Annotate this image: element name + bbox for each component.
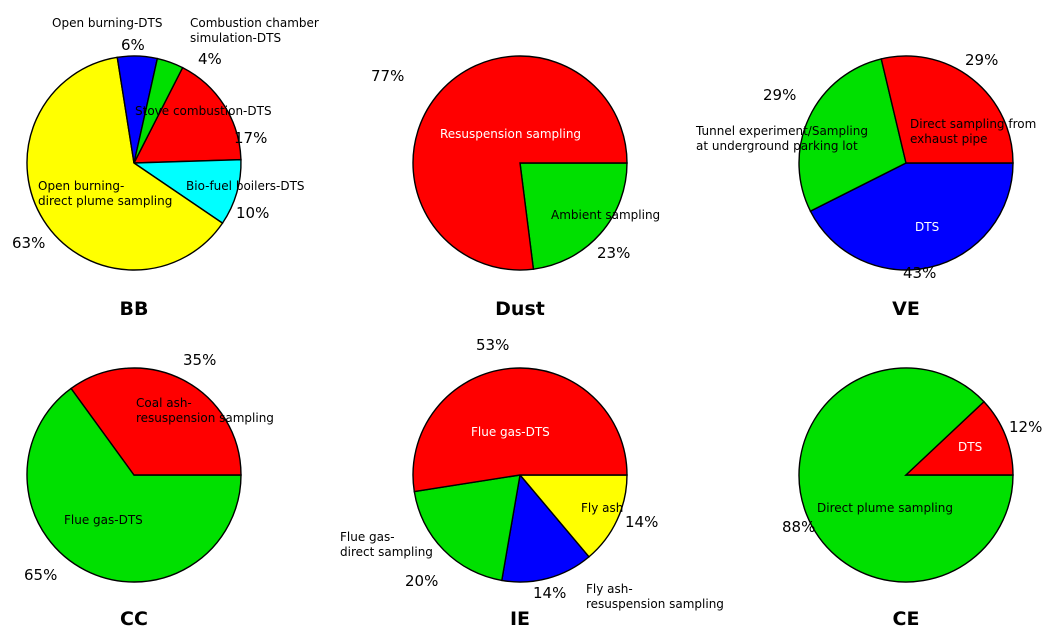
pct-label-ie-flue-gas-direct-sampling: 20%	[405, 572, 438, 590]
chart-title-dust: Dust	[495, 298, 545, 320]
slice-label-ie-flue-gas-direct-sampling: Flue gas-direct sampling	[340, 530, 433, 559]
pie-ce: Direct plume sampling DTS 88% 12% CE	[782, 367, 1042, 629]
pct-label-ie-fly-ash: 14%	[625, 513, 658, 531]
chart-title-bb: BB	[120, 298, 149, 320]
chart-title-ve: VE	[892, 298, 920, 320]
pie-slice-ce-dts	[904, 400, 1014, 476]
chart-title-cc: CC	[120, 608, 148, 629]
pct-label-ie-flue-gas-dts: 53%	[476, 336, 509, 354]
slice-label-cc-flue-gas-dts: Flue gas-DTS	[64, 513, 143, 527]
slice-label-ce-dts: DTS	[958, 440, 982, 454]
pie-slice-bb-stove-combustion-dts	[132, 66, 242, 164]
slice-label-ve-tunnel-experiment-sampling-at-underground-parking-lot: Tunnel experiment/Sampling at underground…	[695, 124, 868, 153]
pie-slice-ie-fly-ash-resuspension-sampling	[500, 473, 590, 583]
slice-label-bb-bio-fuel-boilers-dts: Bio-fuel boilers-DTS	[186, 179, 305, 193]
pct-label-ve-direct-sampling-from-exhaust-pipe: 29%	[965, 51, 998, 69]
pct-label-ce-direct-plume-sampling: 88%	[782, 518, 815, 536]
pie-slice-ie-flue-gas-direct-sampling	[413, 474, 521, 582]
slice-label-ie-flue-gas-dts: Flue gas-DTS	[471, 425, 550, 439]
slice-label-ie-fly-ash-resuspension-sampling: Fly ash-resuspension sampling	[586, 582, 724, 611]
chart-title-ce: CE	[893, 608, 920, 629]
pct-label-bb-open-burning-dts: 6%	[121, 36, 145, 54]
pie-bb: Stove combustion-DTS Bio-fuel boilers-DTS…	[12, 16, 319, 320]
pct-label-dust-ambient-sampling: 23%	[597, 244, 630, 262]
pie-slice-bb-combustion-chamber-simulation-dts	[133, 57, 184, 164]
pie-slice-bb-open-burning-direct-plume-sampling	[26, 56, 224, 271]
pie-ie: Fly ash Fly ash-resuspension sampling Flue…	[340, 336, 724, 629]
pie-slice-dust-resuspension-sampling	[412, 55, 628, 271]
pct-label-cc-flue-gas-dts: 65%	[24, 566, 57, 584]
pct-label-bb-stove-combustion-dts: 17%	[234, 129, 267, 147]
pct-label-ve-dts: 43%	[903, 264, 936, 282]
slice-label-bb-stove-combustion-dts: Stove combustion-DTS	[135, 104, 272, 118]
pie-slice-ie-fly-ash	[518, 474, 628, 558]
pct-label-ie-fly-ash-resuspension-sampling: 14%	[533, 584, 566, 602]
pie-slice-cc-flue-gas-dts	[26, 387, 242, 583]
pie-slice-ve-dts	[809, 162, 1014, 271]
pie-slice-ve-tunnel-experiment-sampling-at-underground-parking-lot	[798, 58, 907, 213]
pie-slice-ve-direct-sampling-from-exhaust-pipe	[880, 55, 1014, 164]
slice-label-dust-resuspension-sampling: Resuspension sampling	[440, 127, 581, 141]
pct-label-ce-dts: 12%	[1009, 418, 1042, 436]
pct-label-bb-combustion-chamber-simulation-dts: 4%	[198, 50, 222, 68]
pie-slice-cc-coal-ash-resuspension-sampling	[70, 367, 242, 476]
pie-slice-dust-ambient-sampling	[519, 162, 628, 270]
pct-label-bb-bio-fuel-boilers-dts: 10%	[236, 204, 269, 222]
slice-label-cc-coal-ash-resuspension-sampling: Coal ash-resuspension sampling	[136, 396, 274, 425]
pct-label-bb-open-burning-direct-plume-sampling: 63%	[12, 234, 45, 252]
chart-title-ie: IE	[510, 608, 530, 629]
pie-cc: Flue gas-DTS Coal ash-resuspension sampli…	[24, 351, 274, 629]
slice-label-bb-open-burning-direct-plume-sampling: Open burning-direct plume sampling	[38, 179, 172, 208]
pie-slice-ie-flue-gas-dts	[412, 367, 628, 493]
pct-label-cc-coal-ash-resuspension-sampling: 35%	[183, 351, 216, 369]
slice-label-ie-fly-ash: Fly ash	[581, 501, 623, 515]
slice-label-ce-direct-plume-sampling: Direct plume sampling	[817, 501, 953, 515]
slice-label-dust-ambient-sampling: Ambient sampling	[551, 208, 660, 222]
pct-label-ve-tunnel-experiment-sampling-at-underground-parking-lot: 29%	[763, 86, 796, 104]
slice-label-ve-direct-sampling-from-exhaust-pipe: Direct sampling from exhaust pipe	[910, 117, 1036, 146]
pie-ve: DTS Tunnel experiment/Sampling at undergro…	[695, 51, 1036, 320]
slice-label-bb-open-burning-dts: Open burning-DTS	[52, 16, 163, 30]
slice-label-ve-dts: DTS	[915, 220, 939, 234]
slice-label-bb-combustion-chamber-simulation-dts: Combustion chamber simulation-DTS	[190, 16, 319, 45]
pct-label-dust-resuspension-sampling: 77%	[371, 67, 404, 85]
pie-dust: Ambient sampling Resuspension sampling 23%…	[371, 55, 660, 320]
